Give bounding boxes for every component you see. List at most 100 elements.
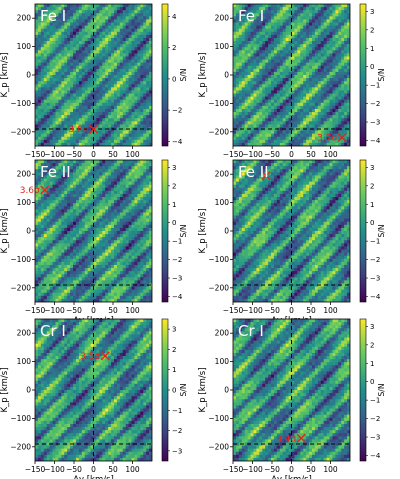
x-tick-label: −150 <box>25 150 46 159</box>
x-tick-label: 0 <box>91 306 96 315</box>
heatmap <box>35 319 152 461</box>
colorbar-tick-label: 3 <box>370 164 374 172</box>
detection-marker: 3.4σ <box>276 433 306 444</box>
marker-cross-b <box>89 124 98 134</box>
colorbar-tick-label: 2 <box>370 182 374 190</box>
x-axis-label: Δv [km/s] <box>73 475 114 479</box>
colorbar-tick-label: −4 <box>370 137 381 145</box>
x-tick-label: 0 <box>91 150 96 159</box>
x-tick-label: −100 <box>242 465 263 474</box>
colorbar-label: S/N <box>179 225 188 238</box>
detection-marker: 3.7σ <box>317 132 347 143</box>
y-tick-label: 200 <box>215 14 230 23</box>
x-tick-label: −100 <box>242 150 263 159</box>
colorbar-tick-label: 3 <box>370 8 374 16</box>
heatmap <box>233 319 350 461</box>
x-tick-label: 100 <box>125 150 140 159</box>
y-tick-label: 0 <box>224 227 229 236</box>
y-axis-label: K_p [km/s] <box>0 367 10 412</box>
colorbar-tick-label: 2 <box>172 182 176 190</box>
y-tick-label: 100 <box>215 198 230 207</box>
x-tick-label: −50 <box>264 306 280 315</box>
y-tick-label: −200 <box>208 283 229 292</box>
colorbar-tick-label: 2 <box>172 346 176 354</box>
colorbar-tick-label: 0 <box>172 387 176 395</box>
y-tick-label: 100 <box>215 357 230 366</box>
x-tick-label: −100 <box>44 465 65 474</box>
x-tick-label: −100 <box>44 306 65 315</box>
y-axis-label: K_p [km/s] <box>0 208 10 253</box>
y-axis-label: K_p [km/s] <box>0 52 10 97</box>
colorbar-tick-label: −3 <box>370 434 380 442</box>
marker-cross-b <box>337 132 347 142</box>
colorbar-label: S/N <box>377 225 386 238</box>
x-tick-label: −150 <box>223 150 244 159</box>
colorbar-tick-label: −2 <box>172 427 182 435</box>
x-tick-label: 0 <box>289 465 294 474</box>
colorbar-tick-label: 1 <box>370 360 374 368</box>
y-tick-label: −100 <box>208 255 229 264</box>
x-tick-label: 100 <box>323 306 338 315</box>
y-tick-label: −100 <box>208 414 229 423</box>
panel-title: Cr I <box>238 322 264 340</box>
y-tick-label: 200 <box>215 329 230 338</box>
panel-title: Fe II <box>40 163 71 181</box>
colorbar-tick-label: 0 <box>370 63 374 71</box>
x-tick-label: 50 <box>108 306 118 315</box>
x-tick-label: −100 <box>44 150 65 159</box>
marker-label: 3.8σ <box>68 125 88 135</box>
y-tick-label: 100 <box>17 42 32 51</box>
colorbar-tick-label: −1 <box>370 82 380 90</box>
y-axis-label: K_p [km/s] <box>198 52 208 97</box>
marker-label: 3.4σ <box>276 434 296 444</box>
x-tick-label: 50 <box>108 150 118 159</box>
x-axis-label: Δv [km/s] <box>271 475 312 479</box>
y-tick-label: −200 <box>10 442 31 451</box>
y-tick-label: −200 <box>10 127 31 136</box>
y-tick-label: 200 <box>17 329 32 338</box>
colorbar <box>161 318 169 462</box>
colorbar-tick-label: −3 <box>172 275 182 283</box>
y-tick-label: −200 <box>208 127 229 136</box>
colorbar-tick-label: −3 <box>370 119 380 127</box>
colorbar-label: S/N <box>179 69 188 82</box>
colorbar-tick-label: 1 <box>370 45 374 53</box>
marker-cross-b <box>261 171 271 181</box>
colorbar <box>161 159 169 303</box>
y-tick-label: −200 <box>10 283 31 292</box>
y-tick-label: 0 <box>26 386 31 395</box>
x-tick-label: −50 <box>264 150 280 159</box>
x-tick-label: −150 <box>223 465 244 474</box>
x-tick-label: 0 <box>91 465 96 474</box>
x-tick-label: −50 <box>66 465 82 474</box>
colorbar-tick-label: 4 <box>172 13 177 21</box>
colorbar-tick-label: −2 <box>370 100 380 108</box>
detection-marker: 3.8σ <box>68 124 98 135</box>
y-tick-label: 0 <box>26 227 31 236</box>
y-axis-label: K_p [km/s] <box>198 208 208 253</box>
x-tick-label: −50 <box>66 306 82 315</box>
marker-label: 3.7σ <box>317 133 337 143</box>
colorbar-tick-label: −4 <box>370 293 381 301</box>
x-tick-label: 50 <box>306 150 316 159</box>
y-tick-label: 200 <box>17 170 32 179</box>
x-tick-label: 100 <box>125 465 140 474</box>
detection-marker <box>261 171 271 181</box>
colorbar-tick-label: −3 <box>172 447 182 455</box>
y-tick-label: 200 <box>17 14 32 23</box>
x-tick-label: −50 <box>264 465 280 474</box>
colorbar-tick-label: 0 <box>370 378 374 386</box>
colorbar-tick-label: −2 <box>172 256 182 264</box>
colorbar-label: S/N <box>377 69 386 82</box>
x-tick-label: 50 <box>306 306 316 315</box>
x-tick-label: 0 <box>289 150 294 159</box>
colorbar-tick-label: 2 <box>370 341 374 349</box>
detection-marker: 3.5σ <box>80 351 110 362</box>
colorbar-tick-label: −1 <box>172 407 182 415</box>
marker-cross-b <box>296 433 306 443</box>
colorbar-tick-label: 1 <box>172 366 176 374</box>
